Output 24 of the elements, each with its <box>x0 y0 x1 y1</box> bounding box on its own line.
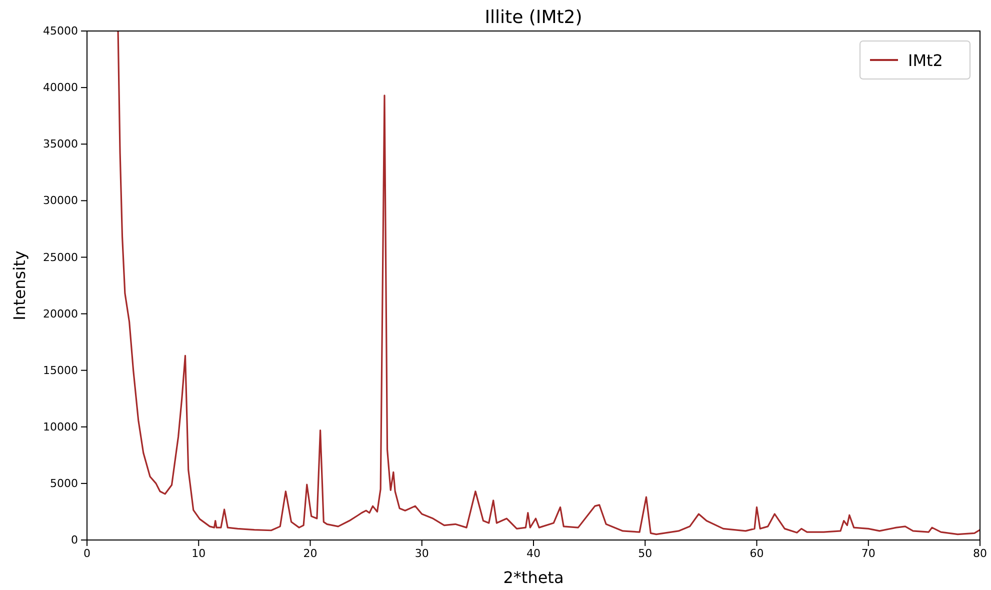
x-tick-label: 40 <box>526 546 540 560</box>
x-axis-title: 2*theta <box>503 568 564 587</box>
x-tick-label: 30 <box>414 546 429 560</box>
x-tick-label: 20 <box>303 546 318 560</box>
x-tick-label: 60 <box>750 546 764 560</box>
chart-title: Illite (IMt2) <box>484 7 582 28</box>
x-tick-label: 80 <box>973 546 987 560</box>
y-tick-label: 40000 <box>43 81 78 94</box>
y-tick-label: 35000 <box>43 138 78 151</box>
y-tick-label: 25000 <box>43 250 78 264</box>
y-tick-label: 20000 <box>43 307 78 320</box>
x-tick-label: 10 <box>192 546 206 560</box>
y-tick-label: 30000 <box>43 194 78 208</box>
y-tick-label: 10000 <box>43 420 78 434</box>
y-tick-label: 0 <box>71 534 78 547</box>
y-axis-title: Intensity <box>10 250 29 320</box>
x-tick-label: 50 <box>638 546 652 560</box>
legend-label: IMt2 <box>908 51 943 70</box>
x-tick-label: 70 <box>861 546 876 560</box>
y-tick-label: 15000 <box>43 364 78 377</box>
y-tick-label: 5000 <box>50 476 78 490</box>
line-series <box>117 31 980 536</box>
x-tick-label: 0 <box>84 546 90 560</box>
y-tick-label: 45000 <box>43 24 78 38</box>
